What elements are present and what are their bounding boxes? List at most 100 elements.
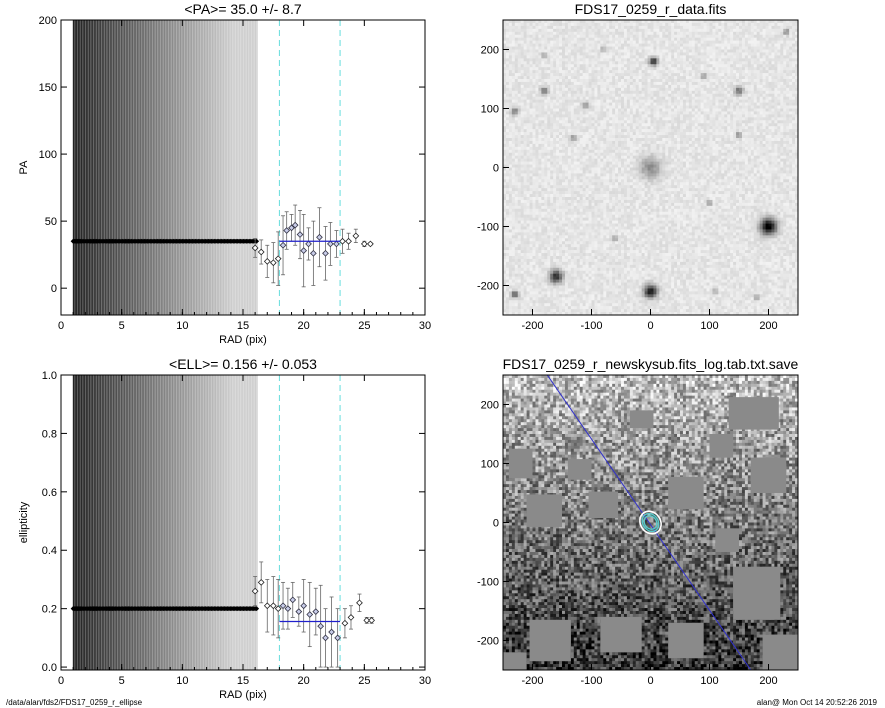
image-pixel [703, 114, 707, 118]
image-pixel [656, 28, 660, 33]
image-pixel [730, 87, 734, 92]
image-pixel [674, 76, 678, 80]
image-pixel [526, 132, 530, 136]
image-pixel [588, 132, 592, 136]
image-pixel [520, 28, 524, 33]
image-pixel [697, 105, 701, 109]
image-pixel [573, 132, 578, 136]
image-pixel [715, 93, 719, 97]
image-pixel [623, 22, 628, 27]
image-pixel [650, 117, 654, 121]
image-pixel [668, 25, 672, 30]
image-pixel [736, 96, 740, 100]
image-pixel [585, 108, 589, 112]
image-pixel [612, 61, 616, 65]
image-pixel [544, 64, 548, 68]
image-pixel [556, 76, 560, 80]
image-pixel [682, 105, 687, 109]
image-pixel [520, 123, 524, 127]
image-pixel [629, 84, 634, 89]
image-pixel [591, 132, 595, 136]
image-pixel [644, 108, 648, 112]
image-pixel [529, 67, 533, 71]
image-pixel [668, 20, 672, 24]
image-pixel [626, 67, 631, 71]
image-pixel [626, 40, 631, 44]
image-pixel [641, 99, 645, 103]
image-pixel [677, 132, 681, 136]
image-pixel [585, 28, 589, 33]
image-pixel [621, 22, 625, 27]
image-pixel [629, 67, 634, 71]
image-pixel [682, 37, 687, 41]
image-pixel [641, 108, 645, 112]
image-pixel [538, 40, 542, 44]
image-pixel [694, 132, 698, 136]
image-pixel [724, 96, 728, 100]
image-pixel [641, 28, 645, 33]
image-pixel [573, 90, 578, 95]
image-pixel [562, 76, 566, 80]
image-pixel [635, 81, 639, 86]
image-pixel [771, 114, 775, 118]
image-pixel [612, 20, 616, 24]
image-pixel [783, 34, 787, 38]
image-pixel [771, 90, 775, 95]
image-pixel [621, 61, 625, 65]
image-pixel [762, 81, 766, 86]
image-pixel [780, 93, 784, 97]
image-pixel [632, 108, 637, 112]
image-pixel [538, 90, 542, 95]
image-pixel [559, 25, 563, 30]
image-pixel [768, 117, 772, 121]
image-pixel [650, 81, 654, 86]
image-pixel [532, 126, 536, 130]
image-pixel [505, 111, 510, 115]
image-pixel [718, 67, 722, 71]
image-pixel [623, 96, 628, 100]
image-pixel [564, 105, 569, 109]
image-pixel [668, 79, 672, 83]
image-pixel [582, 20, 586, 24]
image-pixel [665, 105, 669, 109]
image-pixel [597, 49, 601, 53]
image-pixel [724, 87, 728, 92]
image-pixel [674, 99, 678, 103]
image-pixel [550, 126, 554, 130]
image-pixel [641, 87, 645, 92]
image-pixel [662, 34, 666, 38]
image-pixel [750, 43, 755, 47]
image-pixel [680, 81, 684, 86]
image-pixel [591, 111, 595, 115]
image-pixel [567, 64, 572, 68]
image-pixel [792, 123, 796, 127]
image-pixel [789, 31, 793, 36]
image-pixel [559, 37, 563, 41]
image-pixel [741, 108, 746, 112]
image-pixel [520, 132, 524, 136]
image-pixel [591, 84, 595, 89]
image-pixel [697, 67, 701, 71]
image-pixel [671, 129, 675, 133]
image-pixel [541, 105, 545, 109]
image-pixel [535, 55, 539, 59]
image-pixel [715, 52, 719, 56]
image-pixel [550, 132, 554, 136]
image-pixel [629, 46, 634, 50]
image-pixel [691, 46, 696, 50]
image-pixel [756, 25, 760, 30]
image-pixel [567, 102, 572, 106]
image-pixel [789, 132, 793, 136]
image-pixel [741, 58, 746, 62]
image-pixel [588, 40, 592, 44]
image-pixel [697, 117, 701, 121]
image-pixel [597, 123, 601, 127]
image-pixel [786, 31, 790, 36]
image-pixel [585, 120, 589, 124]
image-pixel [765, 55, 769, 59]
image-pixel [570, 132, 575, 136]
image-pixel [623, 87, 628, 92]
image-pixel [741, 73, 746, 77]
image-pixel [623, 20, 628, 24]
image-pixel [585, 87, 589, 92]
